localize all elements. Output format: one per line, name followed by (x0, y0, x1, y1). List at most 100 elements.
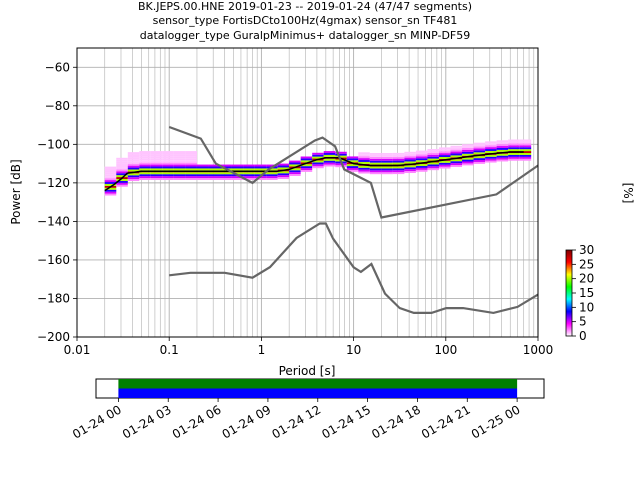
density-cell (266, 172, 278, 175)
density-cell (277, 177, 290, 180)
density-cell (473, 146, 486, 149)
density-cell (450, 145, 463, 148)
x-tick-label: 10 (346, 343, 361, 357)
density-cell (415, 156, 428, 159)
density-cell (404, 165, 416, 168)
density-cell (196, 174, 209, 177)
colorbar-tick-label: 15 (579, 286, 594, 300)
density-cell (185, 160, 197, 163)
density-cell (127, 169, 140, 172)
density-cell (162, 166, 174, 169)
density-cell (220, 174, 232, 177)
density-cell (346, 164, 359, 167)
density-cell (116, 182, 128, 185)
density-cell (289, 168, 301, 171)
x-tick-label: 1000 (523, 343, 554, 357)
density-cell (392, 154, 405, 157)
density-cell (162, 164, 174, 167)
title-line-2: sensor_type FortisDCto100Hz(4gmax) senso… (153, 14, 458, 27)
density-cell (346, 160, 359, 163)
density-cell (358, 169, 370, 172)
density-cell (243, 174, 255, 177)
density-cell (104, 178, 117, 181)
density-cell (496, 149, 509, 152)
density-cell (173, 174, 186, 177)
density-cell (438, 153, 451, 156)
density-cell (150, 168, 163, 171)
density-cell (519, 149, 532, 152)
density-cell (116, 175, 128, 178)
density-cell (369, 153, 382, 155)
density-cell (243, 176, 255, 179)
density-cell (139, 160, 151, 163)
density-cell (196, 178, 209, 180)
density-cell (415, 154, 428, 157)
density-cell (162, 160, 174, 163)
density-cell (427, 158, 439, 161)
density-cell (139, 176, 151, 179)
density-cell (104, 166, 117, 169)
density-cell (519, 156, 532, 159)
density-cell (392, 170, 405, 173)
density-cell (323, 151, 336, 154)
density-cell (508, 154, 520, 157)
density-cell (208, 174, 221, 177)
density-cell (438, 157, 451, 159)
y-axis-label: Power [dB] (9, 159, 23, 224)
density-cell (150, 178, 163, 180)
density-cell (519, 139, 532, 142)
density-cell (358, 165, 370, 168)
density-cell (116, 171, 128, 174)
density-cell (127, 157, 140, 160)
density-cell (358, 171, 370, 174)
density-cell (392, 158, 405, 161)
density-cell (162, 168, 174, 171)
density-cell (392, 160, 405, 163)
density-cell (254, 172, 267, 175)
density-cell (335, 155, 347, 158)
density-cell (185, 162, 197, 165)
density-cell (496, 157, 509, 160)
density-cell (150, 156, 163, 159)
density-cell (519, 147, 532, 150)
title-line-3: datalogger_type GuralpMinimus+ datalogge… (140, 29, 471, 42)
density-cell (185, 178, 197, 180)
density-cell (427, 166, 439, 169)
density-cell (404, 161, 416, 164)
density-cell (323, 162, 336, 165)
density-cell (404, 153, 416, 156)
density-cell (173, 176, 186, 179)
density-cell (150, 151, 163, 154)
density-cell (450, 155, 463, 158)
density-cell (139, 154, 151, 157)
density-cell (150, 162, 163, 165)
density-cell (104, 168, 117, 171)
density-cell (473, 156, 486, 159)
density-cell (116, 159, 128, 162)
density-cell (243, 178, 255, 180)
density-cell (369, 170, 382, 173)
density-cell (404, 169, 416, 172)
density-cell (438, 155, 451, 158)
density-cell (173, 164, 186, 167)
density-cell (415, 158, 428, 161)
density-cell (104, 176, 117, 179)
density-cell (462, 151, 474, 154)
density-cell (485, 158, 497, 161)
density-cell (508, 139, 520, 142)
density-cell (127, 155, 140, 158)
colorbar-tick-label: 5 (579, 315, 587, 329)
density-cell (508, 158, 520, 161)
density-cell (104, 174, 117, 177)
density-cell (289, 162, 301, 165)
time-tick-label: 01-24 09 (220, 402, 274, 441)
density-cell (392, 166, 405, 169)
density-cell (323, 160, 336, 163)
density-cell (381, 154, 393, 157)
density-cell (300, 168, 313, 170)
density-cell (127, 161, 140, 164)
density-cell (162, 158, 174, 161)
density-cell (173, 178, 186, 180)
